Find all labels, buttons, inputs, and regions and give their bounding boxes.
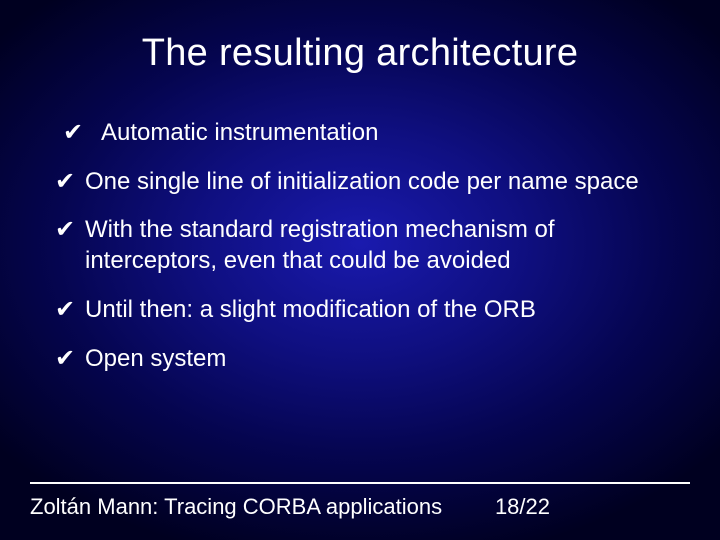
- check-icon: ✔: [55, 344, 85, 375]
- check-icon: ✔: [55, 167, 85, 198]
- bullet-item: ✔ One single line of initialization code…: [55, 167, 670, 198]
- bullet-text: Open system: [85, 344, 670, 375]
- slide: The resulting architecture ✔ Automatic i…: [0, 0, 720, 540]
- bullet-text: One single line of initialization code p…: [85, 167, 670, 198]
- bullet-item: ✔ With the standard registration mechani…: [55, 215, 670, 276]
- bullet-text: Until then: a slight modification of the…: [85, 295, 670, 326]
- check-icon: ✔: [55, 295, 85, 326]
- footer-author: Zoltán Mann: Tracing CORBA applications: [30, 494, 442, 520]
- check-icon: ✔: [55, 118, 101, 149]
- slide-body: ✔ Automatic instrumentation ✔ One single…: [55, 118, 670, 392]
- slide-title: The resulting architecture: [0, 32, 720, 75]
- bullet-text: Automatic instrumentation: [101, 118, 670, 149]
- check-icon: ✔: [55, 215, 85, 246]
- bullet-text: With the standard registration mechanism…: [85, 215, 670, 276]
- bullet-item: ✔ Until then: a slight modification of t…: [55, 295, 670, 326]
- slide-footer: Zoltán Mann: Tracing CORBA applications …: [30, 494, 690, 520]
- footer-divider: [30, 482, 690, 484]
- footer-page-number: 18/22: [495, 494, 550, 520]
- bullet-item: ✔ Open system: [55, 344, 670, 375]
- bullet-item: ✔ Automatic instrumentation: [55, 118, 670, 149]
